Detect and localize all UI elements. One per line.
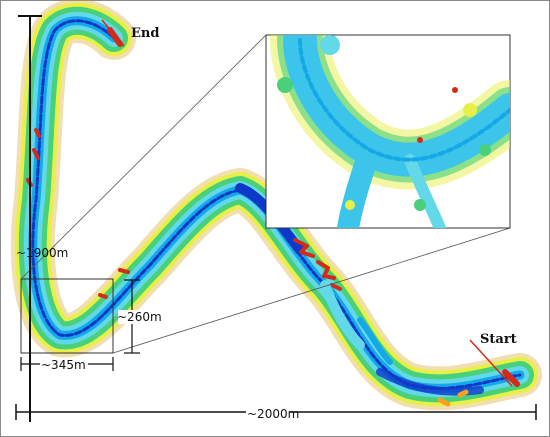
start-cluster — [502, 369, 520, 387]
red-clutter-6 — [437, 389, 469, 407]
width-total-label: ~2000m — [247, 407, 299, 421]
end-label: End — [131, 26, 159, 41]
inset-branch-down2 — [404, 154, 446, 228]
start-marker: Start — [469, 332, 517, 387]
height-total-label: ~1900m — [16, 246, 68, 260]
zoom-connector-bottom — [112, 227, 511, 354]
end-marker: End — [101, 19, 159, 47]
start-label: Start — [480, 332, 517, 347]
red-clutter-5 — [98, 268, 130, 299]
inset-road-line — [298, 38, 510, 162]
zoom-connector-top — [20, 34, 267, 280]
inset-branch-down — [337, 139, 381, 228]
road-centerline — [31, 19, 522, 390]
trajectory-point-cloud — [10, 0, 542, 411]
zoom-region-box — [20, 278, 114, 354]
red-clutter-1 — [293, 238, 315, 258]
red-clutter-3 — [330, 283, 342, 291]
red-clutter-2 — [316, 260, 336, 280]
inset-panel — [265, 34, 511, 229]
branch-2 — [357, 317, 393, 365]
box-width-label: ~345m — [41, 358, 86, 372]
branch-1 — [320, 280, 365, 350]
height-dimension — [18, 15, 42, 422]
box-height-label: ~260m — [117, 310, 162, 324]
